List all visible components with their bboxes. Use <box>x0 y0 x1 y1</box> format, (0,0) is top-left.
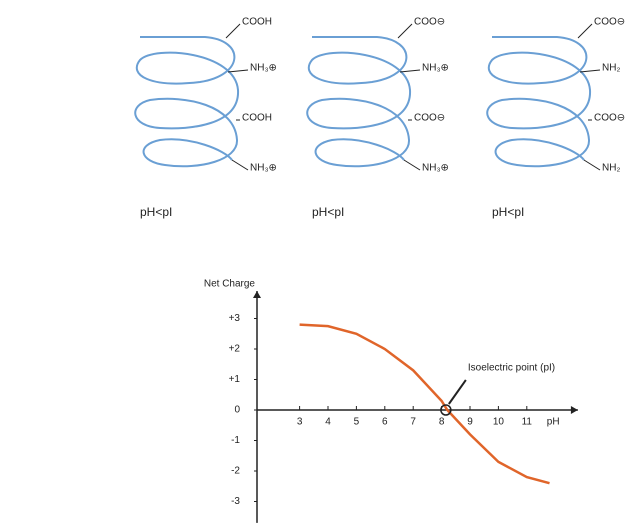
pointer <box>226 24 240 38</box>
net-charge-chart: Net Charge pH +3 +2 +1 0 -1 -2 -3 3 4 5 6 7 8 9 10 11 Isoe… <box>204 279 578 523</box>
x-tick-label: 8 <box>439 417 445 428</box>
annotation: Isoelectric point (pI) <box>468 363 555 374</box>
x-tick-label: 11 <box>522 417 533 428</box>
pointer <box>228 70 248 72</box>
pointer <box>584 160 600 170</box>
caption: pH<pI <box>312 205 344 219</box>
pointer <box>404 160 420 170</box>
group-label: NH₃⊕ <box>422 163 449 174</box>
annotation-pointer <box>449 380 466 404</box>
pointer <box>580 70 600 72</box>
y-tick-label: +2 <box>229 344 241 355</box>
group-label: COOH <box>242 113 272 124</box>
x-tick-label: 6 <box>382 417 388 428</box>
caption: pH<pI <box>492 205 524 219</box>
x-tick-label: 9 <box>467 417 473 428</box>
pointer <box>398 24 412 38</box>
group-label: NH₃⊕ <box>250 163 277 174</box>
y-axis-arrow <box>253 291 261 298</box>
x-tick-label: 3 <box>297 417 303 428</box>
x-tick-label: 10 <box>493 417 505 428</box>
group-label: NH₂ <box>602 163 620 174</box>
group-label: COOH <box>242 17 272 28</box>
y-tick-label: -3 <box>231 496 240 507</box>
x-axis-title: pH <box>547 417 560 428</box>
pointer <box>578 24 592 38</box>
group-label: COO⊖ <box>594 113 625 124</box>
caption: pH<pI <box>140 205 172 219</box>
group-label: COO⊖ <box>414 113 445 124</box>
y-tick-label: +3 <box>229 313 241 324</box>
x-tick-label: 5 <box>354 417 360 428</box>
charge-curve <box>300 325 550 484</box>
group-label: COO⊖ <box>594 17 625 28</box>
group-label: NH₂ <box>602 63 620 74</box>
helix <box>135 37 238 166</box>
x-tick-label: 7 <box>410 417 416 428</box>
figure: COOH NH₃⊕ COOH NH₃⊕ pH<pI COO⊖ NH₃⊕ COO⊖ NH₃⊕ pH<… <box>0 0 632 524</box>
y-tick-label: -1 <box>231 435 240 446</box>
helix-diagrams: COOH NH₃⊕ COOH NH₃⊕ pH<pI COO⊖ NH₃⊕ COO⊖ NH₃⊕ pH<… <box>135 17 625 220</box>
pointer <box>232 160 248 170</box>
group-label: NH₃⊕ <box>250 63 277 74</box>
y-tick-label: -2 <box>231 466 240 477</box>
y-tick-label: 0 <box>234 405 240 416</box>
x-axis-arrow <box>571 406 578 414</box>
group-label: NH₃⊕ <box>422 63 449 74</box>
y-tick-label: +1 <box>229 374 241 385</box>
helix <box>307 37 410 166</box>
y-axis-title: Net Charge <box>204 279 256 290</box>
helix <box>487 37 590 166</box>
x-tick-label: 4 <box>325 417 331 428</box>
group-label: COO⊖ <box>414 17 445 28</box>
pointer <box>400 70 420 72</box>
